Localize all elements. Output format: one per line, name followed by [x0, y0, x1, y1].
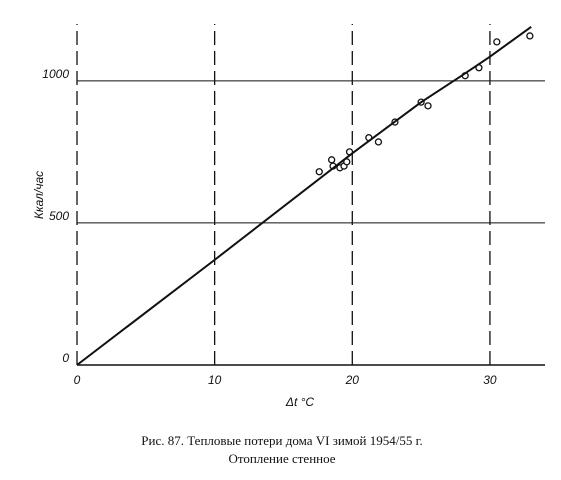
data-point: [315, 168, 323, 176]
y-tick-label: 1000: [42, 67, 69, 81]
x-axis-label: Δt °C: [285, 395, 315, 409]
data-point: [327, 156, 336, 164]
x-tick-label: 0: [74, 373, 81, 387]
data-point: [424, 102, 432, 110]
y-axis-label: Ккал/час: [32, 171, 46, 219]
y-tick-label: 500: [49, 209, 69, 223]
y-tick-label: 0: [62, 351, 69, 365]
data-point: [526, 32, 534, 40]
x-tick-label: 10: [208, 373, 222, 387]
x-tick-label: 20: [345, 373, 360, 387]
chart-title: Рис. 87. Тепловые потери дома VI зимой 1…: [141, 433, 422, 448]
chart-subtitle: Отопление стенное: [228, 451, 335, 466]
x-tick-label: 30: [483, 373, 497, 387]
trend-line: [76, 26, 532, 366]
data-point: [493, 38, 501, 46]
data-point: [374, 138, 383, 146]
